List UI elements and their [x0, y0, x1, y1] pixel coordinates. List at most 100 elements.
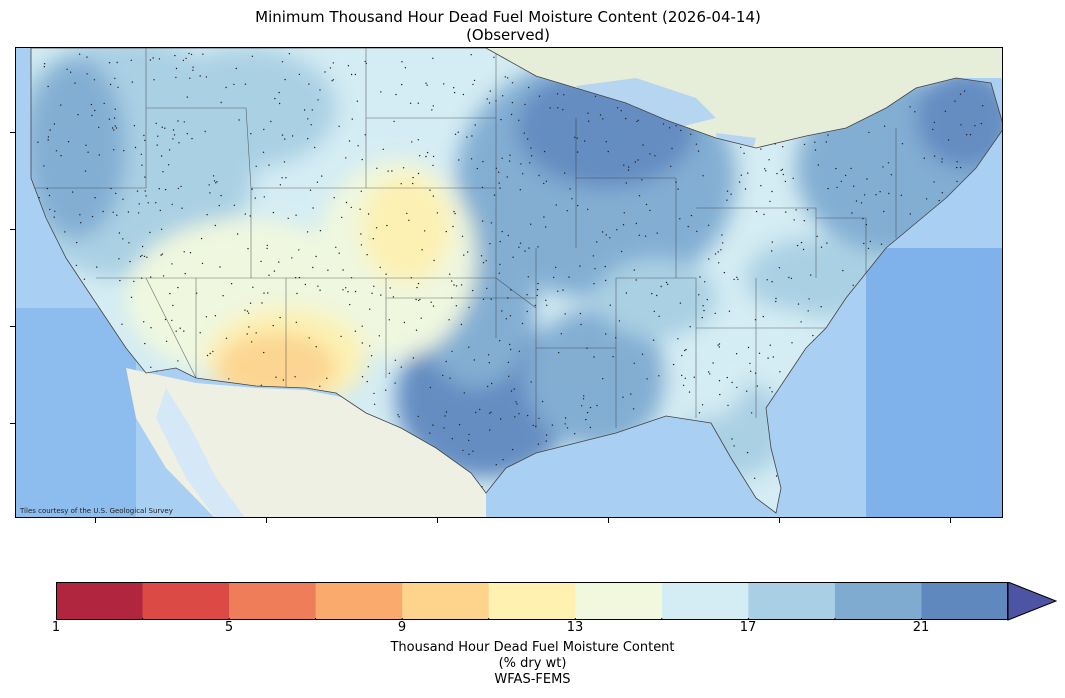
- station-marker: [199, 332, 201, 334]
- station-marker: [199, 75, 201, 77]
- station-marker: [137, 212, 140, 214]
- station-marker: [901, 143, 904, 145]
- station-marker: [516, 403, 518, 405]
- station-marker: [604, 279, 607, 282]
- station-marker: [668, 127, 671, 129]
- colorbar-tick-label: 17: [739, 620, 757, 635]
- station-marker: [314, 146, 316, 149]
- station-marker: [357, 145, 359, 147]
- map-title: Minimum Thousand Hour Dead Fuel Moisture…: [255, 8, 761, 26]
- station-marker: [708, 258, 710, 260]
- station-marker: [113, 149, 115, 151]
- station-marker: [279, 316, 281, 319]
- station-marker: [43, 63, 46, 65]
- station-marker: [361, 325, 363, 327]
- station-marker: [453, 210, 455, 213]
- station-marker: [66, 68, 68, 70]
- station-marker: [507, 234, 509, 237]
- station-marker: [740, 146, 742, 149]
- station-marker: [658, 375, 660, 377]
- station-marker: [312, 207, 314, 209]
- station-marker: [791, 342, 793, 344]
- station-marker: [417, 139, 419, 141]
- station-marker: [622, 396, 624, 398]
- station-marker: [545, 434, 548, 436]
- station-marker: [394, 382, 396, 384]
- station-marker: [369, 345, 371, 347]
- station-marker: [417, 102, 419, 104]
- station-marker: [954, 100, 956, 102]
- station-marker: [457, 131, 459, 133]
- station-marker: [157, 135, 159, 137]
- station-marker: [395, 93, 397, 96]
- station-marker: [587, 112, 589, 114]
- station-marker: [143, 134, 145, 137]
- station-marker: [183, 330, 185, 332]
- station-marker: [553, 276, 555, 279]
- station-marker: [385, 273, 387, 275]
- station-marker: [315, 346, 317, 348]
- station-marker: [960, 124, 962, 126]
- station-marker: [981, 105, 984, 107]
- station-marker: [564, 313, 566, 315]
- station-marker: [718, 343, 721, 345]
- station-marker: [238, 119, 240, 121]
- station-marker: [468, 439, 470, 442]
- station-marker: [473, 359, 475, 361]
- station-marker: [524, 103, 526, 106]
- station-marker: [278, 261, 280, 263]
- station-marker: [114, 108, 116, 110]
- station-marker: [580, 323, 582, 326]
- station-marker: [458, 159, 460, 161]
- station-marker: [291, 135, 294, 137]
- station-marker: [566, 210, 568, 212]
- station-marker: [214, 315, 217, 317]
- station-marker: [836, 186, 838, 189]
- x-axis-tick: [779, 518, 780, 523]
- station-marker: [750, 370, 752, 372]
- station-marker: [288, 53, 291, 55]
- station-marker: [607, 150, 609, 153]
- station-marker: [938, 199, 940, 202]
- station-marker: [179, 327, 181, 329]
- map-panel[interactable]: Tiles courtesy of the U.S. Geological Su…: [15, 47, 1003, 518]
- station-marker: [543, 150, 546, 153]
- station-marker: [47, 139, 49, 141]
- station-marker: [680, 129, 682, 132]
- station-marker: [507, 77, 509, 79]
- station-marker: [717, 344, 719, 346]
- station-marker: [528, 247, 530, 249]
- station-marker: [579, 265, 581, 267]
- station-marker: [350, 73, 353, 76]
- station-marker: [412, 357, 415, 359]
- station-marker: [733, 445, 735, 447]
- station-marker: [625, 182, 627, 184]
- station-marker: [365, 62, 367, 65]
- station-marker: [445, 360, 447, 363]
- station-marker: [672, 363, 675, 366]
- colorbar-cell: [834, 582, 922, 620]
- station-marker: [651, 292, 653, 295]
- station-marker: [772, 356, 774, 358]
- station-marker: [409, 102, 412, 104]
- colorbar-cell: [661, 582, 749, 620]
- station-marker: [345, 287, 347, 289]
- station-marker: [208, 184, 210, 186]
- station-marker: [347, 65, 350, 67]
- station-marker: [618, 320, 621, 322]
- station-marker: [476, 167, 478, 170]
- station-marker: [820, 246, 823, 248]
- station-marker: [485, 260, 487, 262]
- station-marker: [255, 332, 257, 334]
- station-marker: [855, 200, 858, 202]
- station-marker: [574, 136, 576, 138]
- station-marker: [249, 215, 251, 217]
- station-marker: [792, 177, 794, 179]
- station-marker: [980, 122, 983, 125]
- station-marker: [480, 255, 483, 257]
- station-marker: [852, 284, 854, 286]
- station-marker: [869, 240, 871, 243]
- station-marker: [317, 99, 319, 101]
- station-marker: [707, 224, 710, 226]
- station-marker: [48, 194, 51, 197]
